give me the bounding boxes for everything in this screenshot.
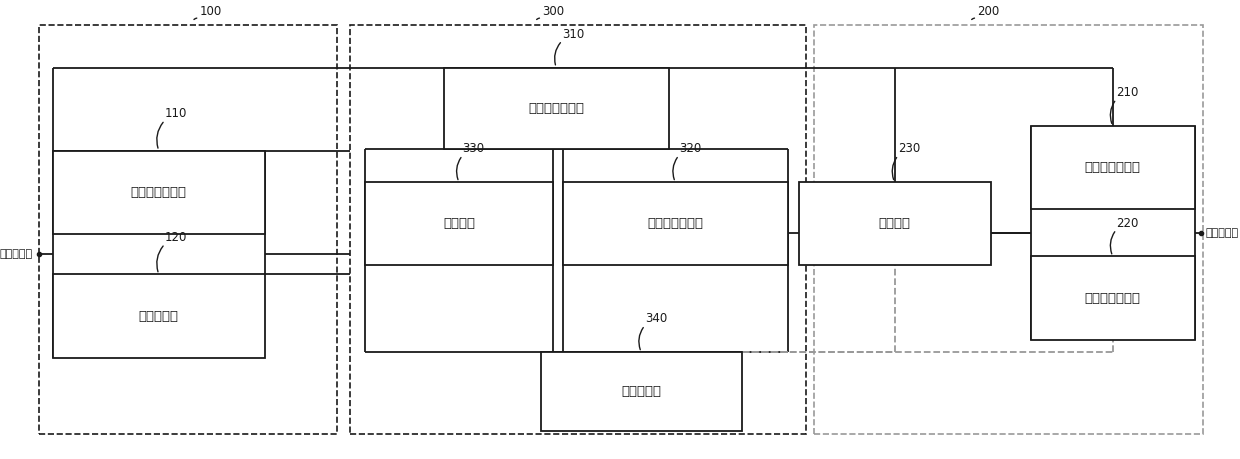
Text: 200: 200 (977, 5, 999, 18)
Text: 120: 120 (165, 231, 187, 244)
Bar (350, 25, 806, 434)
Text: 第二全控型模块: 第二全控型模块 (1085, 161, 1141, 174)
Text: 第一电容: 第一电容 (879, 218, 910, 230)
Bar (52, 274, 265, 358)
Text: 第二连接点: 第二连接点 (1205, 228, 1239, 238)
Bar (541, 353, 742, 431)
Text: 第一连接点: 第一连接点 (0, 249, 33, 259)
Text: 210: 210 (1116, 86, 1138, 99)
Text: 340: 340 (645, 312, 667, 325)
Text: 300: 300 (542, 5, 564, 18)
Bar (815, 25, 1203, 434)
Bar (799, 182, 991, 265)
Text: 320: 320 (680, 142, 701, 155)
Bar (1030, 126, 1195, 209)
Text: 310: 310 (562, 28, 584, 40)
Bar (563, 182, 787, 265)
Text: 第四全控型模块: 第四全控型模块 (528, 101, 584, 115)
Text: 110: 110 (165, 107, 187, 120)
Text: 第二二极管: 第二二极管 (621, 385, 661, 398)
Bar (365, 182, 553, 265)
Text: 第一二极管: 第一二极管 (139, 309, 179, 323)
Bar (1030, 257, 1195, 340)
Text: 第三全控型模块: 第三全控型模块 (1085, 291, 1141, 305)
Bar (52, 151, 265, 234)
Text: 第一全控型模块: 第一全控型模块 (131, 186, 187, 199)
Bar (444, 67, 668, 149)
Text: 220: 220 (1116, 217, 1138, 230)
Text: 100: 100 (200, 5, 222, 18)
Text: 330: 330 (463, 142, 485, 155)
Text: 第二电容: 第二电容 (443, 218, 475, 230)
Text: 第五全控型模块: 第五全控型模块 (647, 218, 703, 230)
Text: 230: 230 (898, 142, 920, 155)
Bar (40, 25, 337, 434)
